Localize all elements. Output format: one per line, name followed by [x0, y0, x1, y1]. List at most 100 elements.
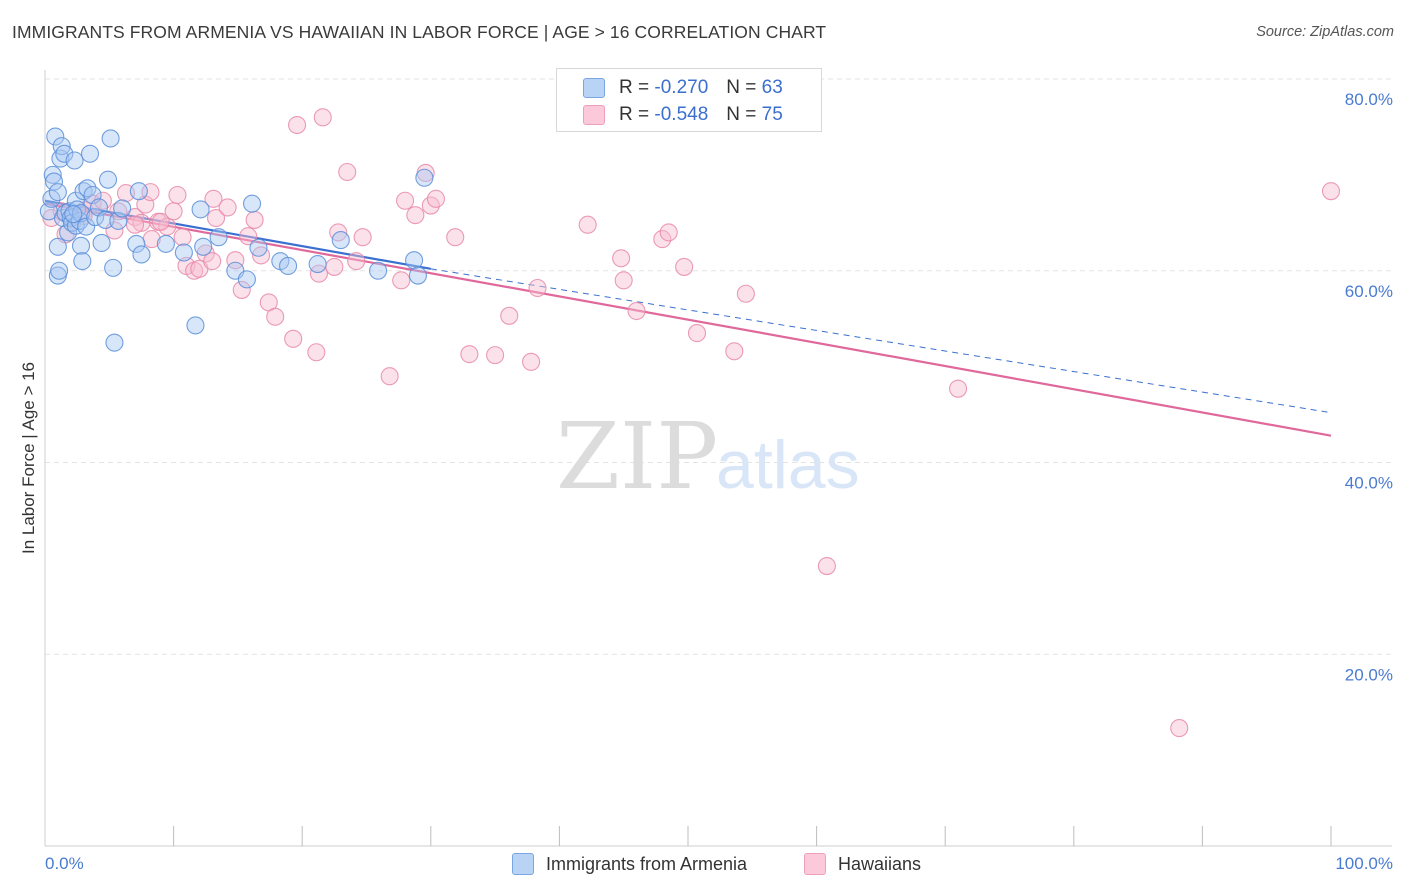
hawaiian-point: [528, 278, 547, 298]
y-axis-label: In Labor Force | Age > 16: [19, 362, 38, 554]
y-tick-label: 40.0%: [1345, 474, 1393, 493]
armenia-point: [48, 237, 67, 256]
legend-row-hawaiian: R = -0.548 N = 75: [583, 104, 783, 126]
chart-title: IMMIGRANTS FROM ARMENIA VS HAWAIIAN IN L…: [12, 22, 827, 42]
hawaiian-point: [307, 343, 326, 362]
grid-lines: [45, 78, 1392, 655]
hawaiian-point: [687, 324, 707, 343]
hawaiian-point: [151, 212, 170, 231]
hawaiian-point: [392, 271, 411, 290]
hawaiian-point: [380, 367, 399, 386]
y-tick-label: 20.0%: [1345, 665, 1393, 684]
hawaiian-point: [1321, 182, 1341, 201]
hawaiian-point: [338, 162, 357, 182]
hawaiian-point: [353, 228, 372, 247]
hawaiian-legend-swatch: [804, 853, 826, 875]
hawaiian-point: [460, 345, 479, 364]
hawaiian-point: [325, 257, 344, 276]
watermark-atlas: atlas: [716, 427, 860, 503]
hawaiian-r-value: -0.548: [654, 104, 709, 125]
armenia-point: [156, 234, 175, 253]
hawaiian-point: [266, 307, 285, 326]
armenia-point: [415, 168, 434, 187]
armenia-point: [249, 238, 268, 257]
armenia-point: [92, 233, 111, 252]
armenia-point: [65, 151, 84, 170]
hawaiian-points: [42, 108, 1341, 738]
hawaiian-point: [203, 252, 222, 271]
hawaiian-point: [659, 223, 678, 242]
hawaiian-point: [426, 189, 445, 208]
watermark-zip: ZIP: [556, 403, 718, 510]
hawaiian-point: [218, 198, 237, 217]
armenia-point: [50, 261, 69, 280]
y-tick-label: 80.0%: [1345, 90, 1393, 109]
hawaiian-r-label: R =: [619, 104, 650, 125]
armenia-legend-swatch: [512, 853, 534, 875]
hawaiian-point: [288, 115, 307, 135]
armenia-point: [71, 236, 91, 255]
armenia-point: [59, 223, 78, 242]
armenia-point: [132, 245, 151, 264]
armenia-point: [279, 256, 298, 276]
armenia-point: [194, 237, 213, 256]
hawaiian-point: [226, 251, 245, 270]
hawaiian-legend-label: Hawaiians: [838, 853, 922, 874]
source-label: Source: ZipAtlas.com: [1256, 24, 1394, 40]
hawaiian-point: [446, 228, 465, 247]
armenia-point: [369, 261, 388, 280]
hawaiian-point: [578, 215, 597, 234]
hawaiian-point: [817, 556, 836, 576]
armenia-point: [48, 183, 67, 202]
hawaiian-point: [675, 257, 694, 276]
armenia-point: [43, 165, 62, 184]
hawaiian-point: [406, 206, 425, 225]
hawaiian-point: [239, 227, 258, 246]
hawaiian-point: [173, 228, 192, 247]
armenia-point: [127, 234, 146, 253]
armenia-legend-label: Immigrants from Armenia: [546, 853, 748, 874]
armenia-points: [39, 127, 434, 352]
armenia-point: [104, 258, 123, 277]
armenia-r-label: R =: [619, 77, 650, 98]
hawaiian-point: [627, 301, 646, 321]
armenia-swatch: [583, 78, 605, 98]
hawaiian-point: [245, 210, 264, 229]
hawaiian-trend-line: [44, 202, 1332, 437]
hawaiian-point: [949, 379, 968, 398]
hawaiian-point: [725, 342, 744, 361]
tick-labels: 20.0% 40.0% 60.0% 80.0% 0.0% 100.0%: [45, 90, 1393, 873]
legend-row-armenia: R = -0.270 N = 63: [583, 77, 783, 99]
hawaiian-point: [500, 306, 519, 325]
y-tick-label: 60.0%: [1345, 282, 1393, 301]
hawaiian-point: [486, 346, 505, 365]
legend-item-armenia[interactable]: Immigrants from Armenia: [512, 853, 747, 875]
hawaiian-point: [204, 189, 223, 208]
armenia-point: [64, 205, 83, 224]
hawaiian-swatch: [583, 105, 605, 125]
x-tick-label-max: 100.0%: [1335, 854, 1393, 873]
hawaiian-point: [206, 208, 226, 228]
armenia-point: [98, 170, 118, 189]
armenia-trend-extension: [430, 268, 1332, 414]
legend-item-hawaiian[interactable]: Hawaiians: [804, 853, 921, 875]
armenia-point: [242, 194, 262, 213]
armenia-n-label: N =: [726, 77, 757, 98]
axes: [44, 70, 1392, 847]
armenia-point: [71, 204, 91, 223]
armenia-point: [44, 172, 64, 191]
armenia-point: [80, 144, 100, 163]
armenia-point: [405, 251, 424, 270]
hawaiian-point: [168, 185, 187, 205]
armenia-point: [129, 182, 148, 201]
armenia-point: [105, 333, 124, 352]
hawaiian-point: [396, 191, 415, 210]
armenia-point: [186, 316, 205, 335]
armenia-point: [101, 129, 120, 148]
armenia-point: [42, 189, 61, 208]
x-tick-label-min: 0.0%: [45, 854, 84, 873]
hawaiian-point: [1170, 719, 1189, 738]
armenia-point: [237, 270, 256, 289]
hawaiian-point: [347, 252, 366, 271]
